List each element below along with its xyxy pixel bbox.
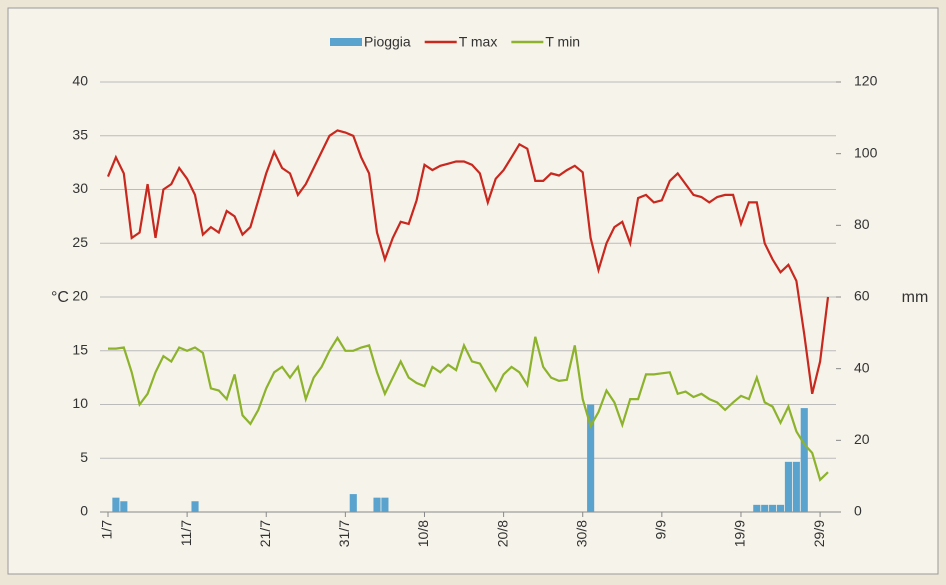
bar <box>800 408 808 512</box>
y2-tick-label: 100 <box>854 144 878 160</box>
bar <box>792 461 800 512</box>
y-tick-label: 40 <box>72 73 88 89</box>
line-1 <box>106 129 830 395</box>
bar <box>373 497 381 512</box>
bar <box>120 501 128 512</box>
legend-label: T min <box>545 34 580 50</box>
bar <box>784 461 792 512</box>
legend-swatch <box>330 38 362 46</box>
bar <box>191 501 199 512</box>
x-tick-label: 19/9 <box>732 520 748 547</box>
x-tick-label: 21/7 <box>257 520 273 547</box>
y2-tick-label: 40 <box>854 359 870 375</box>
y-tick-label: 5 <box>80 449 88 465</box>
y2-tick-label: 20 <box>854 431 870 447</box>
y-tick-label: 15 <box>72 341 88 357</box>
y2-tick-label: 60 <box>854 288 870 304</box>
y2-tick-label: 80 <box>854 216 870 232</box>
bar <box>776 504 785 512</box>
bar <box>381 497 389 512</box>
y-tick-label: 30 <box>72 180 88 196</box>
x-tick-label: 31/7 <box>336 520 352 547</box>
line-2 <box>108 335 829 482</box>
x-tick-label: 9/9 <box>653 520 669 540</box>
chart-area <box>7 7 939 575</box>
bar <box>349 494 357 512</box>
y-axis-label: °C <box>51 289 69 306</box>
bar <box>112 497 120 512</box>
bar <box>769 504 777 512</box>
x-tick-label: 10/8 <box>415 520 431 547</box>
y2-axis-label: mm <box>902 289 929 306</box>
x-tick-label: 30/8 <box>573 520 589 547</box>
y2-tick-label: 0 <box>854 503 862 519</box>
x-tick-label: 29/9 <box>811 520 827 547</box>
legend-label: Pioggia <box>364 34 411 50</box>
y-tick-label: 0 <box>80 503 88 519</box>
y-tick-label: 10 <box>72 395 88 411</box>
bar <box>753 504 761 512</box>
y-tick-label: 35 <box>72 126 88 142</box>
x-tick-label: 20/8 <box>494 520 510 547</box>
y2-tick-label: 120 <box>854 73 878 89</box>
bar <box>761 504 769 512</box>
y-tick-label: 20 <box>72 288 88 304</box>
legend-label: T max <box>459 34 498 50</box>
y-tick-label: 25 <box>72 234 88 250</box>
x-tick-label: 11/7 <box>178 520 194 546</box>
bar <box>587 404 595 512</box>
x-tick-label: 1/7 <box>99 520 115 540</box>
